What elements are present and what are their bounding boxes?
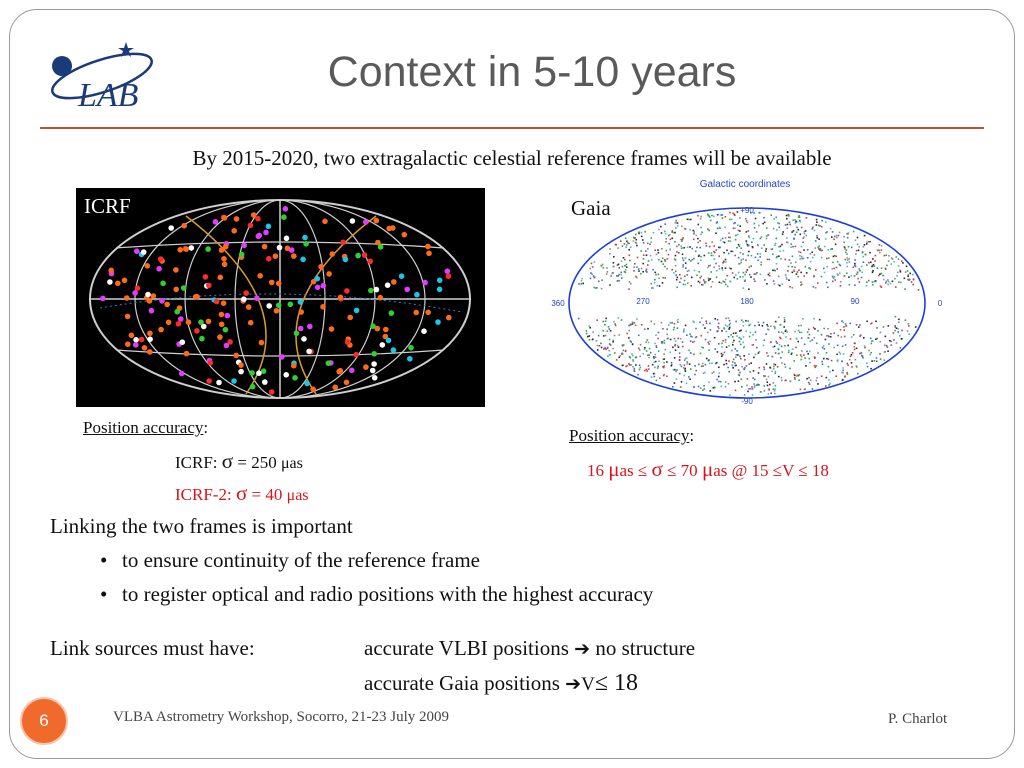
gaia-range-part: as ≤ bbox=[619, 461, 652, 480]
footer-workshop: VLBA Astrometry Workshop, Socorro, 21-23… bbox=[113, 709, 450, 725]
link-sources-label: Link sources must have: bbox=[50, 636, 255, 660]
footer-author: P. Charlot bbox=[888, 711, 948, 727]
bullet-text: to register optical and radio positions … bbox=[122, 582, 654, 606]
gaia-accuracy-range: 16 μas ≤ σ ≤ 70 μas @ 15 ≤V ≤ 18 bbox=[587, 457, 829, 482]
gaia-range-part: as @ 15 ≤V ≤ 18 bbox=[713, 461, 829, 480]
bullet-text: to ensure continuity of the reference fr… bbox=[122, 548, 480, 572]
gaia-map-title: Galactic coordinates bbox=[700, 179, 791, 190]
arrow-icon: ➔ bbox=[574, 638, 591, 660]
gaia-lon-label: 360 bbox=[551, 299, 565, 308]
list-item: • to register optical and radio positions… bbox=[100, 582, 653, 607]
requirement-gaia: accurate Gaia positions ➔V≤ 18 bbox=[364, 670, 638, 697]
icrf2-accuracy-line: ICRF-2: σ = 40 μas bbox=[175, 481, 309, 506]
gaia-accuracy-heading: Position accuracy: bbox=[569, 426, 694, 446]
mu-symbol: μ bbox=[701, 457, 714, 481]
slide-frame bbox=[9, 9, 1015, 759]
sigma-symbol: σ bbox=[235, 481, 248, 505]
icrf-map-graphic bbox=[89, 199, 471, 399]
page-number-badge: 6 bbox=[20, 697, 68, 745]
lab-logo: LAB bbox=[51, 42, 153, 114]
req-text: accurate VLBI positions bbox=[364, 636, 575, 660]
bullet-dot: • bbox=[100, 582, 108, 606]
logo-text: LAB bbox=[77, 77, 139, 114]
req-v: V bbox=[581, 674, 595, 695]
slide-subtitle: By 2015-2020, two extragalactic celestia… bbox=[192, 146, 832, 170]
gaia-accuracy-label: Position accuracy bbox=[569, 426, 690, 445]
sigma-symbol: σ bbox=[221, 449, 234, 473]
gaia-lon-label: 180 bbox=[740, 297, 754, 306]
gaia-accuracy-colon: : bbox=[689, 426, 695, 445]
gaia-lon-label: 90 bbox=[851, 297, 860, 306]
icrf-line-unit: μas bbox=[280, 455, 303, 472]
gaia-sky-map: Galactic coordinates +90 -90 360 270 180… bbox=[545, 175, 945, 410]
icrf2-line-value: = 40 bbox=[247, 485, 287, 504]
icrf-accuracy-label: Position accuracy bbox=[83, 418, 204, 437]
title-rule bbox=[40, 127, 984, 129]
gaia-range-part: 16 bbox=[587, 461, 609, 480]
gaia-map-graphic: Galactic coordinates +90 -90 360 270 180… bbox=[551, 179, 943, 406]
list-item: • to ensure continuity of the reference f… bbox=[100, 548, 480, 573]
icrf-image-label: ICRF bbox=[84, 194, 131, 218]
slide-title: Context in 5-10 years bbox=[327, 48, 737, 96]
mu-symbol: μ bbox=[608, 457, 620, 481]
gaia-lon-label: 0 bbox=[938, 299, 943, 308]
sigma-symbol: σ bbox=[651, 457, 663, 481]
requirement-vlbi: accurate VLBI positions ➔ no structure bbox=[364, 636, 695, 661]
gaia-lon-label: 270 bbox=[636, 297, 650, 306]
linking-heading: Linking the two frames is important bbox=[50, 514, 353, 538]
icrf2-line-prefix: ICRF-2: bbox=[175, 485, 236, 504]
icrf-line-prefix: ICRF: bbox=[175, 453, 222, 472]
icrf-accuracy-heading: Position accuracy: bbox=[83, 418, 208, 438]
req-result: no structure bbox=[590, 636, 696, 660]
req-result: ≤ 18 bbox=[594, 670, 638, 696]
bullet-dot: • bbox=[100, 548, 108, 572]
icrf-accuracy-colon: : bbox=[203, 418, 209, 437]
icrf2-line-unit: μas bbox=[286, 487, 309, 504]
arrow-icon: ➔ bbox=[565, 673, 582, 695]
icrf-line-value: = 250 bbox=[233, 453, 281, 472]
gaia-range-part: ≤ 70 bbox=[662, 461, 702, 480]
icrf-accuracy-line: ICRF: σ = 250 μas bbox=[175, 449, 303, 474]
req-text: accurate Gaia positions bbox=[364, 671, 566, 695]
icrf-sky-map bbox=[76, 188, 485, 407]
gaia-image-label: Gaia bbox=[571, 196, 611, 220]
gaia-lat-bottom: -90 bbox=[741, 397, 753, 406]
gaia-lat-top: +90 bbox=[740, 206, 754, 215]
